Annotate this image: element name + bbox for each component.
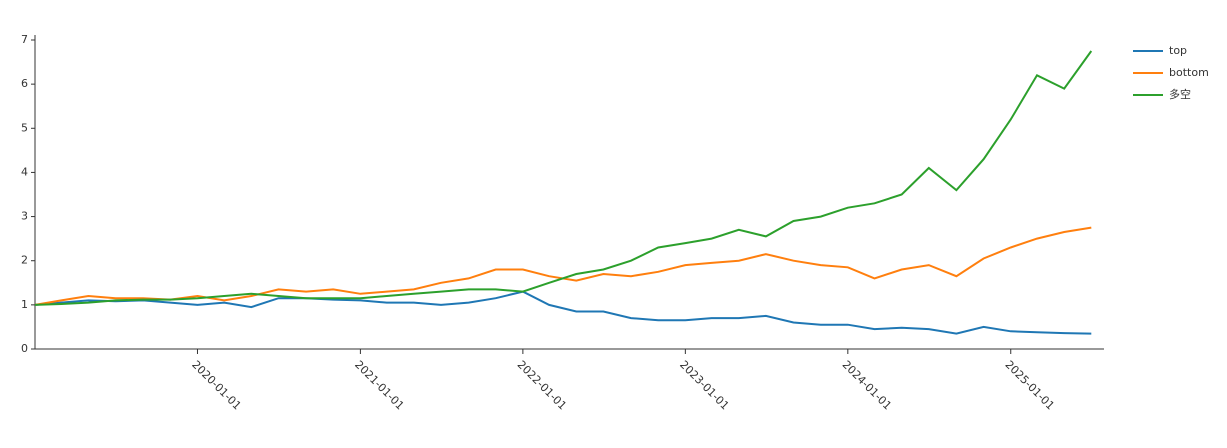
y-tick-label: 4 xyxy=(21,165,28,178)
y-tick-label: 7 xyxy=(21,33,28,46)
series-line xyxy=(34,226,1092,306)
series-line xyxy=(34,290,1092,335)
y-tick-label: 2 xyxy=(21,254,28,267)
legend-label: 多空 xyxy=(1169,87,1191,101)
y-tick-label: 6 xyxy=(21,77,28,90)
legend-label: bottom xyxy=(1169,66,1209,79)
legend-label: top xyxy=(1169,44,1187,57)
y-tick-label: 1 xyxy=(21,298,28,311)
x-tick-label: 2021-01-01 xyxy=(352,358,406,412)
x-tick-label: 2025-01-01 xyxy=(1003,358,1057,412)
series-line xyxy=(34,50,1093,306)
y-tick-label: 0 xyxy=(21,342,28,355)
x-tick-label: 2022-01-01 xyxy=(515,358,569,412)
x-tick-label: 2024-01-01 xyxy=(840,358,894,412)
x-tick-label: 2020-01-01 xyxy=(189,358,243,412)
y-tick-label: 3 xyxy=(21,210,28,223)
x-tick-label: 2023-01-01 xyxy=(677,358,731,412)
y-tick-label: 5 xyxy=(21,121,28,134)
